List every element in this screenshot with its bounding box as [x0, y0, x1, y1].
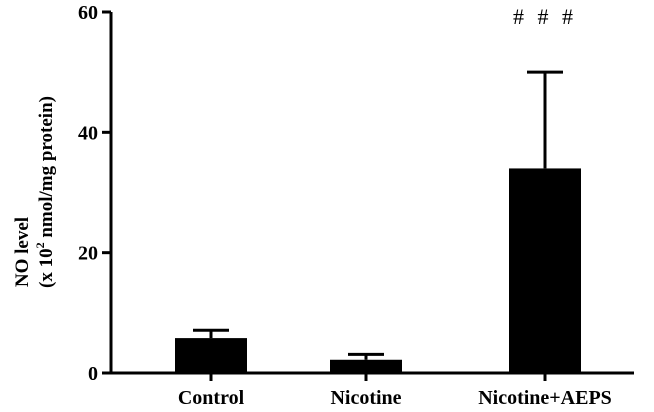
y-axis-label-superscript: 2 [33, 242, 47, 248]
y-axis-label-prefix: (x 10 [36, 248, 57, 288]
bar [330, 359, 402, 373]
significance-marker: # # # [513, 4, 577, 29]
plot-area: 0 20 40 60 Control Nicotine Nicotine+AEPS # # # [78, 2, 634, 409]
y-axis-label-line1: NO level [12, 217, 33, 287]
y-tick-label: 60 [78, 2, 98, 24]
x-tick-label: Nicotine [330, 387, 401, 409]
y-tick-label: 40 [78, 122, 98, 144]
y-axis-label-suffix: nmol/mg protein) [36, 96, 57, 242]
x-tick-label: Control [178, 387, 245, 409]
y-tick-label: 0 [88, 363, 98, 385]
x-tick-label: Nicotine+AEPS [478, 387, 612, 409]
y-tick-label: 20 [78, 243, 98, 265]
bar [175, 338, 247, 373]
bar [509, 168, 581, 373]
y-axis-label-line2: (x 102 nmol/mg protein) [33, 96, 57, 288]
